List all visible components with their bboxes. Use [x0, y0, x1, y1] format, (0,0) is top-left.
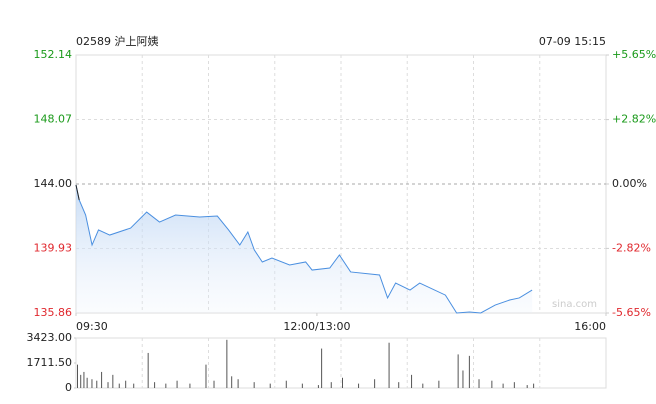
volume-bar: [269, 383, 271, 388]
y-tick-label: 152.14: [34, 48, 73, 61]
volume-bar: [77, 364, 78, 388]
volume-bar: [398, 382, 400, 388]
volume-bar: [491, 380, 493, 388]
volume-bar: [237, 379, 239, 388]
volume-bar: [342, 377, 343, 388]
volume-bar: [147, 352, 149, 388]
timestamp: 07-09 15:15: [539, 35, 606, 48]
volume-bar: [388, 342, 390, 388]
volume-bar: [468, 355, 470, 388]
volume-bar: [101, 371, 103, 388]
y-tick-label: 144.00: [34, 177, 73, 190]
volume-bar: [533, 383, 535, 388]
volume-bar: [80, 374, 82, 388]
y2-tick-label: +5.65%: [612, 48, 656, 61]
volume-bar: [189, 383, 191, 388]
volume-bar: [358, 383, 360, 388]
watermark: sina.com: [552, 299, 597, 310]
volume-bar: [86, 377, 88, 388]
volume-bar: [205, 364, 207, 388]
volume-bar: [526, 385, 528, 388]
price-line: [75, 184, 533, 314]
x-tick-label: 12:00/13:00: [283, 320, 350, 333]
y-tick-label: 148.07: [34, 113, 73, 126]
price-area: [76, 184, 533, 313]
volume-bar: [438, 380, 440, 388]
volume-bar: [411, 374, 413, 388]
y2-tick-label: -5.65%: [612, 306, 651, 319]
volume-bar: [83, 371, 85, 388]
y2-tick-label: -2.82%: [612, 241, 651, 254]
chart-title: 02589 沪上阿姨: [76, 34, 159, 48]
volume-bar: [321, 348, 323, 388]
volume-bar: [213, 380, 215, 388]
y2-tick-label: 0.00%: [612, 177, 647, 190]
volume-bar: [462, 370, 464, 388]
y-tick-label: 1711.50: [27, 356, 73, 369]
volume-bar: [502, 383, 504, 388]
volume-bar: [112, 374, 114, 388]
volume-bar: [253, 382, 255, 388]
volume-bar: [96, 380, 98, 388]
y-tick-label: 139.93: [34, 242, 73, 255]
volume-bar: [107, 382, 109, 388]
volume-bar: [301, 383, 303, 388]
volume-bar: [231, 376, 233, 388]
x-tick-label: 16:00: [574, 320, 606, 333]
volume-bar: [285, 380, 287, 388]
y-tick-label: 135.86: [34, 306, 73, 319]
volume-bar: [165, 383, 167, 388]
volume-bar: [118, 383, 120, 388]
volume-bar: [422, 383, 424, 388]
volume-bar: [125, 380, 127, 388]
volume-bar: [478, 379, 480, 388]
volume-bar: [133, 383, 135, 388]
volume-bar: [176, 380, 178, 388]
volume-bar: [226, 339, 228, 388]
volume-bar: [513, 382, 515, 388]
volume-bar: [154, 382, 156, 388]
volume-bar: [91, 379, 93, 388]
y-tick-label: 3423.00: [27, 331, 73, 344]
volume-bar: [374, 379, 376, 388]
y2-tick-label: +2.82%: [612, 113, 656, 126]
y-tick-label: 0: [65, 381, 72, 394]
volume-bar: [330, 382, 332, 388]
volume-bar: [317, 385, 319, 388]
x-tick-label: 09:30: [76, 320, 108, 333]
volume-bar: [457, 354, 459, 388]
